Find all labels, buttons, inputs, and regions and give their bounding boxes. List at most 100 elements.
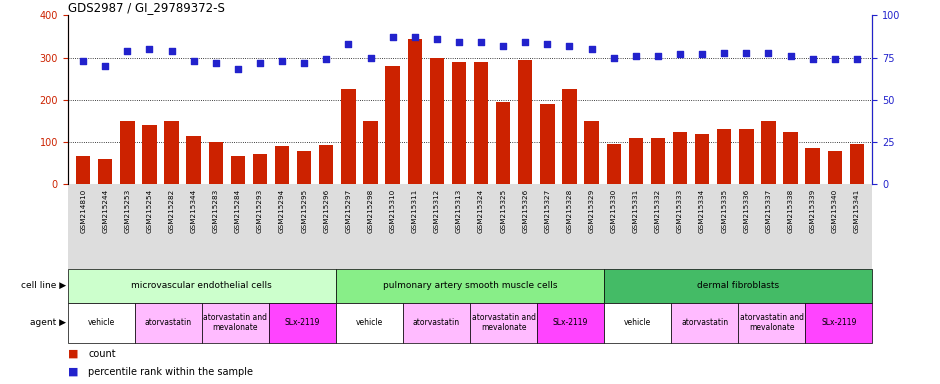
Text: GSM215335: GSM215335 bbox=[721, 189, 728, 233]
Text: GSM215333: GSM215333 bbox=[677, 189, 683, 233]
Bar bbox=[385, 66, 400, 184]
Bar bbox=[142, 125, 157, 184]
Bar bbox=[230, 156, 245, 184]
Text: cell line ▶: cell line ▶ bbox=[21, 281, 66, 290]
Text: ■: ■ bbox=[68, 367, 78, 377]
Bar bbox=[364, 121, 378, 184]
Bar bbox=[518, 60, 532, 184]
Text: GSM215310: GSM215310 bbox=[390, 189, 396, 233]
Bar bbox=[537, 303, 604, 343]
Text: GSM215253: GSM215253 bbox=[124, 189, 131, 233]
Bar bbox=[186, 136, 201, 184]
Text: microvascular endothelial cells: microvascular endothelial cells bbox=[132, 281, 273, 290]
Bar bbox=[209, 142, 223, 184]
Text: GSM215330: GSM215330 bbox=[611, 189, 617, 233]
Bar bbox=[202, 303, 269, 343]
Point bbox=[341, 41, 356, 47]
Text: GSM215298: GSM215298 bbox=[368, 189, 373, 233]
Bar bbox=[253, 154, 267, 184]
Point bbox=[253, 60, 268, 66]
Bar bbox=[496, 102, 510, 184]
Bar bbox=[403, 303, 470, 343]
Point bbox=[695, 51, 710, 57]
Point bbox=[407, 34, 422, 40]
Bar bbox=[470, 303, 537, 343]
Text: GSM215325: GSM215325 bbox=[500, 189, 506, 233]
Bar bbox=[98, 159, 113, 184]
Point bbox=[827, 56, 842, 62]
Bar bbox=[320, 146, 334, 184]
Text: atorvastatin: atorvastatin bbox=[145, 318, 192, 327]
Bar bbox=[738, 303, 806, 343]
Text: atorvastatin and
mevalonate: atorvastatin and mevalonate bbox=[740, 313, 804, 333]
Text: GSM215339: GSM215339 bbox=[809, 189, 816, 233]
Point bbox=[495, 43, 510, 49]
Text: GSM215329: GSM215329 bbox=[588, 189, 595, 233]
Text: GSM214810: GSM214810 bbox=[80, 189, 86, 233]
Text: atorvastatin and
mevalonate: atorvastatin and mevalonate bbox=[472, 313, 536, 333]
Point bbox=[98, 63, 113, 69]
Text: GSM215336: GSM215336 bbox=[744, 189, 749, 233]
Point bbox=[119, 48, 134, 54]
Text: atorvastatin and
mevalonate: atorvastatin and mevalonate bbox=[203, 313, 267, 333]
Point bbox=[142, 46, 157, 52]
Text: vehicle: vehicle bbox=[356, 318, 383, 327]
Bar bbox=[134, 303, 202, 343]
Bar bbox=[269, 303, 336, 343]
Bar bbox=[120, 121, 134, 184]
Text: GSM215244: GSM215244 bbox=[102, 189, 108, 233]
Point bbox=[716, 50, 731, 56]
Bar bbox=[540, 104, 555, 184]
Text: GSM215337: GSM215337 bbox=[765, 189, 772, 233]
Bar bbox=[673, 131, 687, 184]
Text: GSM215341: GSM215341 bbox=[854, 189, 860, 233]
Point bbox=[75, 58, 90, 64]
Bar bbox=[717, 129, 731, 184]
Text: ■: ■ bbox=[68, 349, 78, 359]
Bar bbox=[341, 89, 355, 184]
Point bbox=[739, 50, 754, 56]
Point bbox=[584, 46, 599, 52]
Point bbox=[760, 50, 776, 56]
Text: GSM215331: GSM215331 bbox=[633, 189, 639, 233]
Text: SLx-2119: SLx-2119 bbox=[822, 318, 856, 327]
Bar bbox=[739, 129, 754, 184]
Text: GSM215284: GSM215284 bbox=[235, 189, 241, 233]
Point bbox=[319, 56, 334, 62]
Point bbox=[297, 60, 312, 66]
Point bbox=[518, 39, 533, 45]
Point bbox=[209, 60, 224, 66]
Point bbox=[451, 39, 466, 45]
Bar bbox=[68, 303, 134, 343]
Point bbox=[474, 39, 489, 45]
Text: GSM215313: GSM215313 bbox=[456, 189, 462, 233]
Text: agent ▶: agent ▶ bbox=[30, 318, 66, 327]
Text: GSM215297: GSM215297 bbox=[345, 189, 352, 233]
Bar bbox=[695, 134, 710, 184]
Point bbox=[274, 58, 290, 64]
Bar bbox=[629, 138, 643, 184]
Point bbox=[363, 55, 378, 61]
Bar bbox=[336, 269, 604, 303]
Point bbox=[806, 56, 821, 62]
Text: GSM215344: GSM215344 bbox=[191, 189, 196, 233]
Text: GSM215282: GSM215282 bbox=[168, 189, 175, 233]
Bar bbox=[562, 89, 576, 184]
Text: GSM215326: GSM215326 bbox=[523, 189, 528, 233]
Point bbox=[850, 56, 865, 62]
Point bbox=[783, 53, 798, 59]
Bar bbox=[164, 121, 179, 184]
Point bbox=[672, 51, 687, 57]
Point bbox=[186, 58, 201, 64]
Point bbox=[562, 43, 577, 49]
Bar bbox=[274, 146, 290, 184]
Bar bbox=[604, 269, 872, 303]
Text: vehicle: vehicle bbox=[87, 318, 115, 327]
Text: GSM215283: GSM215283 bbox=[212, 189, 219, 233]
Text: count: count bbox=[88, 349, 116, 359]
Point bbox=[164, 48, 180, 54]
Text: GSM215296: GSM215296 bbox=[323, 189, 329, 233]
Text: vehicle: vehicle bbox=[624, 318, 651, 327]
Bar bbox=[297, 151, 311, 184]
Bar bbox=[336, 303, 403, 343]
